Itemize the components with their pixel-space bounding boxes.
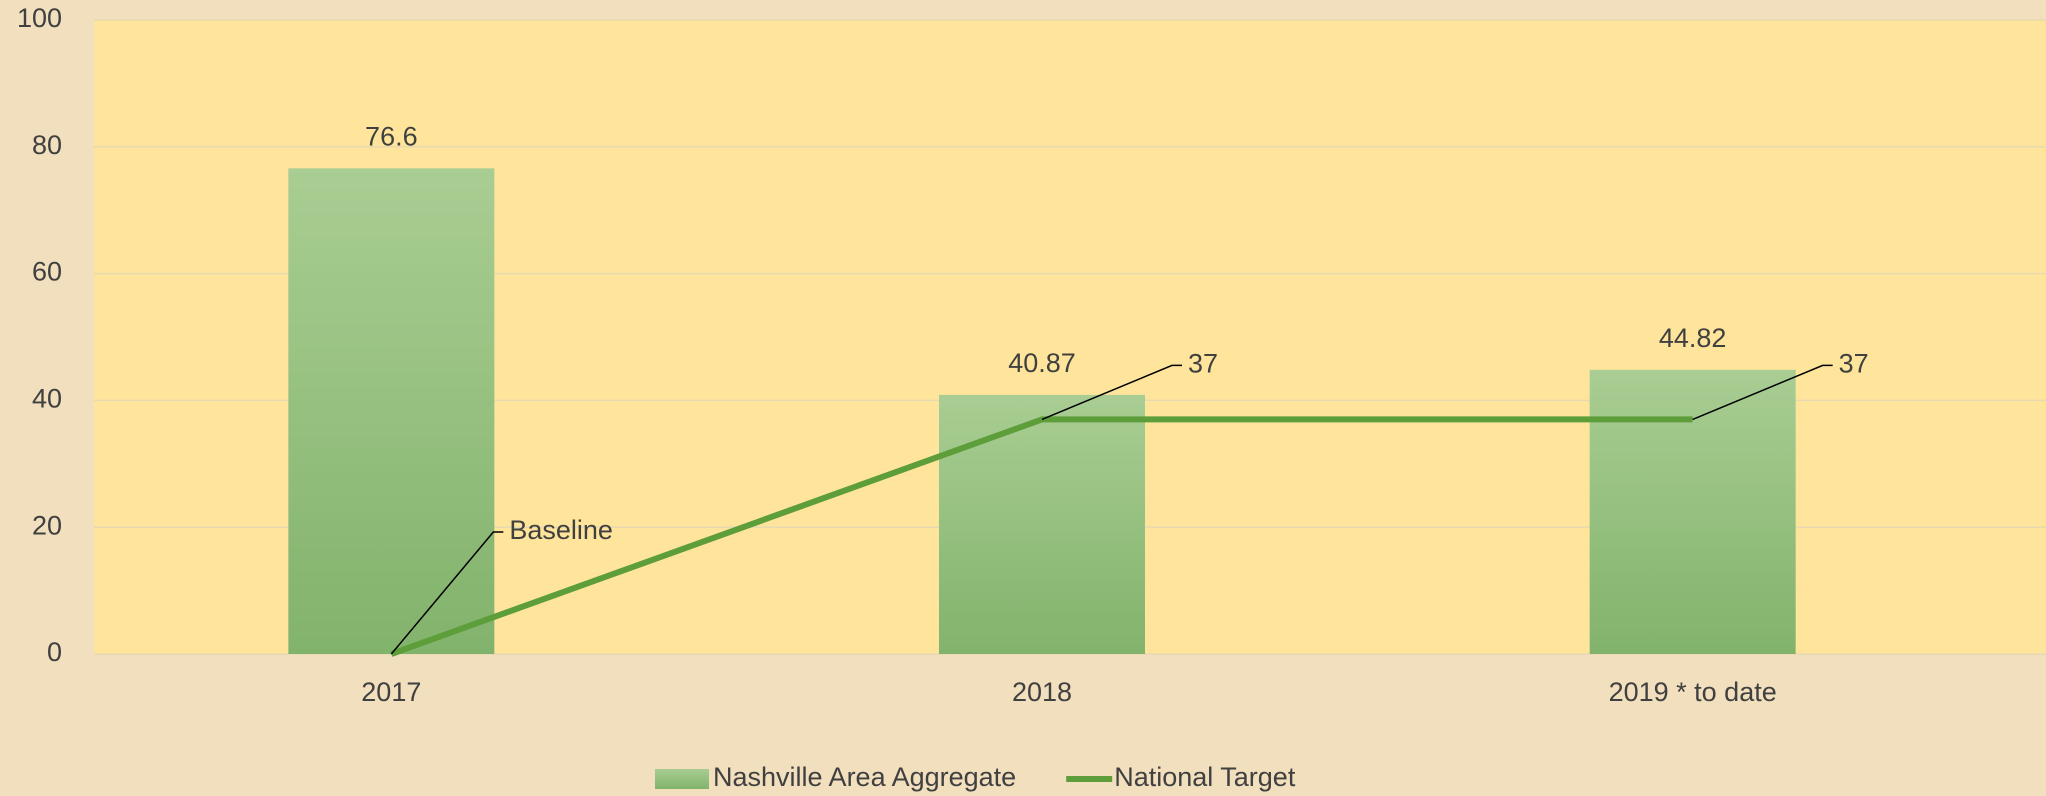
- legend-swatch: [655, 769, 709, 789]
- annotation: Baseline: [509, 515, 613, 545]
- legend-label: Nashville Area Aggregate: [713, 762, 1016, 792]
- y-tick-label: 80: [32, 130, 62, 160]
- bar-value-label: 40.87: [1008, 348, 1076, 378]
- line-value-label: 37: [1839, 349, 1869, 379]
- bar-value-label: 76.6: [365, 121, 418, 151]
- bar: [939, 395, 1145, 654]
- x-tick-label: 2019 * to date: [1609, 677, 1777, 707]
- line-value-label: 37: [1188, 349, 1218, 379]
- bar-value-label: 44.82: [1659, 323, 1727, 353]
- y-tick-label: 60: [32, 257, 62, 287]
- bar: [1590, 370, 1796, 654]
- legend-label: National Target: [1114, 762, 1296, 792]
- y-tick-label: 100: [17, 3, 62, 33]
- bar: [288, 168, 494, 654]
- y-tick-label: 40: [32, 384, 62, 414]
- x-tick-label: 2018: [1012, 677, 1072, 707]
- y-tick-label: 20: [32, 510, 62, 540]
- chart: 0 20 40 60 80 100 2017 2018 2019 * to date 76.6 40…: [0, 0, 2046, 796]
- x-tick-label: 2017: [361, 677, 421, 707]
- y-tick-label: 0: [47, 637, 62, 667]
